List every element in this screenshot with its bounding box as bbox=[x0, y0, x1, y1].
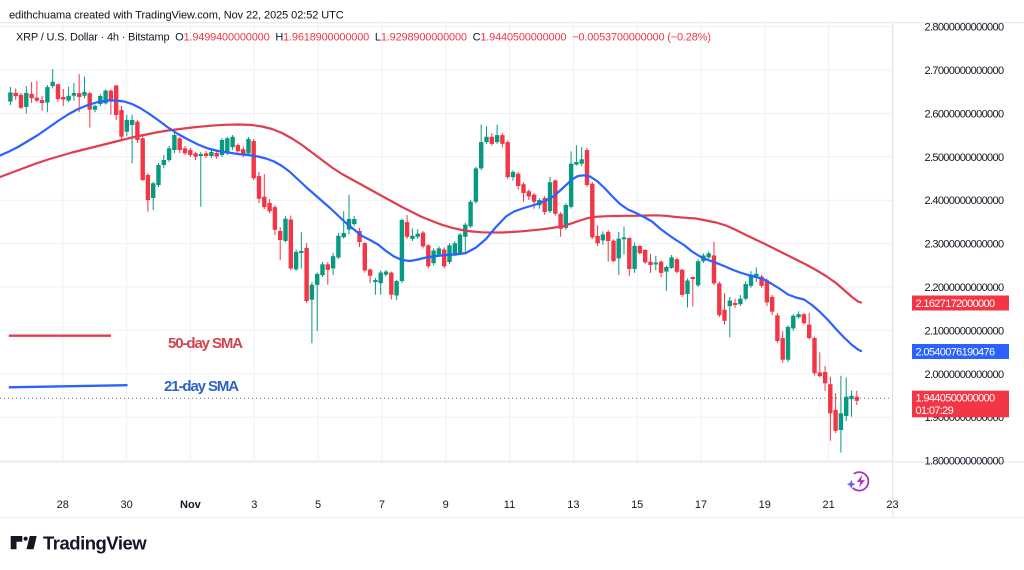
svg-text:01:07:29: 01:07:29 bbox=[916, 405, 954, 417]
svg-text:15: 15 bbox=[631, 499, 643, 511]
svg-text:XRP / U.S. Dollar · 4h · Bitst: XRP / U.S. Dollar · 4h · Bitstamp O1.949… bbox=[16, 32, 711, 44]
svg-text:2.1627172000000: 2.1627172000000 bbox=[916, 298, 995, 310]
svg-text:9: 9 bbox=[443, 499, 449, 511]
svg-text:19: 19 bbox=[759, 499, 771, 511]
svg-text:2.7000000000000: 2.7000000000000 bbox=[925, 65, 1004, 77]
svg-text:2.0540076190476: 2.0540076190476 bbox=[916, 346, 995, 358]
svg-text:13: 13 bbox=[567, 499, 579, 511]
svg-text:2.3000000000000: 2.3000000000000 bbox=[925, 239, 1004, 251]
svg-text:2.2000000000000: 2.2000000000000 bbox=[925, 282, 1004, 294]
svg-text:2.4000000000000: 2.4000000000000 bbox=[925, 195, 1004, 207]
svg-text:30: 30 bbox=[120, 499, 132, 511]
svg-text:2.8000000000000: 2.8000000000000 bbox=[925, 22, 1004, 34]
svg-text:3: 3 bbox=[251, 499, 257, 511]
svg-text:28: 28 bbox=[57, 499, 69, 511]
svg-text:5: 5 bbox=[315, 499, 321, 511]
svg-text:50-day SMA: 50-day SMA bbox=[168, 335, 243, 352]
svg-text:17: 17 bbox=[695, 499, 707, 511]
svg-text:1.8000000000000: 1.8000000000000 bbox=[925, 456, 1004, 468]
svg-text:2.0000000000000: 2.0000000000000 bbox=[925, 369, 1004, 381]
svg-text:2.6000000000000: 2.6000000000000 bbox=[925, 108, 1004, 120]
svg-text:2.5000000000000: 2.5000000000000 bbox=[925, 152, 1004, 164]
svg-text:TradingView: TradingView bbox=[43, 533, 147, 554]
svg-text:11: 11 bbox=[504, 499, 515, 511]
svg-text:Nov: Nov bbox=[180, 499, 202, 511]
svg-text:21-day SMA: 21-day SMA bbox=[164, 378, 239, 395]
svg-text:2.1000000000000: 2.1000000000000 bbox=[925, 325, 1004, 337]
svg-text:21: 21 bbox=[822, 499, 834, 511]
svg-text:23: 23 bbox=[886, 499, 898, 511]
svg-text:edithchuama created with Tradi: edithchuama created with TradingView.com… bbox=[9, 10, 344, 22]
svg-text:1.9440500000000: 1.9440500000000 bbox=[916, 393, 995, 405]
svg-text:7: 7 bbox=[379, 499, 385, 511]
